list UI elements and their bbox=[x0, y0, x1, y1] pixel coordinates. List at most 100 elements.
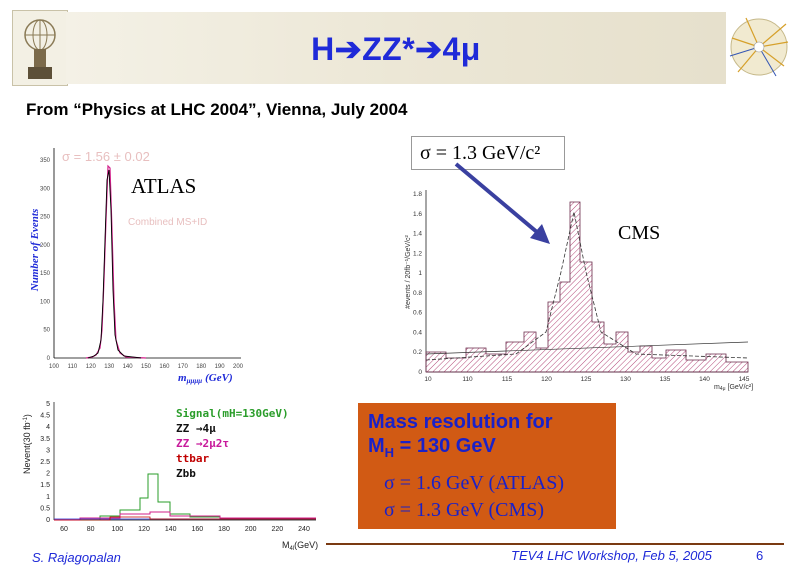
bottom-y-tick-label: 4 bbox=[46, 424, 50, 431]
cms-sigma-text: σ = 1.3 GeV/c² bbox=[420, 142, 541, 164]
cms-logo bbox=[728, 14, 790, 80]
bottom-x-tick-label: 140 bbox=[165, 526, 177, 533]
bottom-y-tick-label: 4.5 bbox=[40, 413, 50, 420]
atlas-x-tick-label: 190 bbox=[215, 364, 226, 370]
bottom-x-tick-label: 220 bbox=[271, 526, 283, 533]
atlas-y-axis-label: Number of Events bbox=[29, 209, 41, 293]
atlas-y-ticks: 0 50 100 150 200 250 300 350 bbox=[40, 158, 51, 362]
atlas-sigma-text: σ = 1.56 ± 0.02 bbox=[62, 149, 150, 164]
page-number: 6 bbox=[756, 548, 764, 563]
slide-title: H➔ZZ*➔4μ bbox=[311, 31, 481, 67]
atlas-x-tick-label: 170 bbox=[178, 364, 189, 370]
bottom-y-tick-label: 0.5 bbox=[40, 505, 50, 512]
cms-y-tick-label: 1.4 bbox=[413, 231, 422, 238]
atlas-y-tick-label: 50 bbox=[43, 328, 50, 334]
footer-conference: TEV4 LHC Workshop, Feb 5, 2005 bbox=[511, 548, 712, 563]
bottom-y-tick-label: 2.5 bbox=[40, 459, 50, 466]
cms-y-tick-label: 1.6 bbox=[413, 211, 422, 218]
legend-item-zz-4mu: ZZ →4μ bbox=[176, 422, 216, 435]
mass-resolution-cms: σ = 1.3 GeV (CMS) bbox=[384, 499, 545, 521]
bottom-y-axis-label: Nevent(30 fb-1) bbox=[22, 414, 32, 474]
cms-y-tick-label: 0.6 bbox=[413, 310, 422, 317]
cms-x-ticks: 10 110 115 120 125 130 135 140 145 bbox=[424, 376, 749, 383]
bottom-y-ticks: 0 0.5 1 1.5 2 2.5 3 3.5 4 4.5 5 bbox=[40, 401, 50, 524]
title-bar: H➔ZZ*➔4μ bbox=[66, 12, 726, 84]
atlas-label: ATLAS bbox=[131, 174, 197, 199]
atlas-x-tick-label: 180 bbox=[196, 364, 207, 370]
bottom-y-tick-label: 5 bbox=[46, 401, 50, 408]
cms-x-tick-label: 145 bbox=[739, 376, 750, 383]
atlas-x-tick-label: 120 bbox=[86, 364, 97, 370]
cms-histogram bbox=[425, 201, 749, 373]
bottom-y-tick-label: 3.5 bbox=[40, 436, 50, 443]
cms-x-tick-label: 10 bbox=[424, 376, 432, 383]
cms-pointer-arrow bbox=[454, 162, 550, 244]
cms-x-axis-label: m4μ [GeV/c²] bbox=[714, 384, 753, 392]
atlas-peak-curve bbox=[85, 164, 147, 359]
bottom-x-tick-label: 120 bbox=[138, 526, 150, 533]
cms-y-tick-label: 0.4 bbox=[413, 329, 422, 336]
cms-x-tick-label: 125 bbox=[581, 376, 592, 383]
cms-y-ticks: 0 0.2 0.4 0.6 0.8 1 1.2 1.4 1.6 1.8 bbox=[413, 191, 422, 376]
subtitle: From “Physics at LHC 2004”, Vienna, July… bbox=[26, 100, 408, 119]
legend-item-signal: Signal(mH=130GeV) bbox=[176, 407, 289, 420]
cms-y-tick-label: 1.8 bbox=[413, 191, 422, 198]
atlas-x-tick-label: 150 bbox=[141, 364, 152, 370]
bottom-x-axis-label: M4l(GeV) bbox=[282, 540, 318, 550]
atlas-y-tick-label: 100 bbox=[40, 299, 51, 305]
cms-x-tick-label: 115 bbox=[502, 376, 513, 383]
cms-y-tick-label: 0.2 bbox=[413, 349, 422, 356]
cms-x-tick-label: 120 bbox=[541, 376, 552, 383]
bottom-x-tick-label: 240 bbox=[298, 526, 310, 533]
bottom-legend: Signal(mH=130GeV) ZZ →4μ ZZ →2μ2τ ttbar … bbox=[176, 406, 289, 481]
cms-label: CMS bbox=[618, 222, 661, 245]
atlas-x-ticks: 100 110 120 130 140 150 160 170 180 190 200 bbox=[49, 364, 244, 370]
atlas-x-tick-label: 130 bbox=[104, 364, 115, 370]
atlas-x-tick-label: 160 bbox=[159, 364, 170, 370]
bottom-x-tick-label: 200 bbox=[245, 526, 257, 533]
legend-item-zz-2mu2tau: ZZ →2μ2τ bbox=[176, 437, 229, 450]
atlas-x-tick-label: 100 bbox=[49, 364, 60, 370]
bottom-x-tick-label: 100 bbox=[111, 526, 123, 533]
atlas-x-tick-label: 140 bbox=[123, 364, 134, 370]
mass-resolution-value: MH = 130 GeV bbox=[368, 435, 496, 460]
atlas-x-tick-label: 110 bbox=[68, 364, 78, 370]
cms-y-tick-label: 1 bbox=[418, 270, 422, 277]
footer-author: S. Rajagopalan bbox=[32, 550, 121, 565]
atlas-x-tick-label: 200 bbox=[233, 364, 244, 370]
bottom-y-tick-label: 0 bbox=[46, 517, 50, 524]
atlas-y-tick-label: 200 bbox=[40, 243, 51, 249]
bottom-mass-plot: Nevent(30 fb-1) 0 0.5 1 1.5 2 2.5 3 3.5 4 4.5 5 60… bbox=[20, 398, 320, 552]
bottom-x-ticks: 60 80 100 120 140 160 180 200 220 240 bbox=[60, 526, 310, 533]
bottom-x-tick-label: 180 bbox=[218, 526, 230, 533]
footer-divider bbox=[326, 543, 784, 545]
bottom-y-tick-label: 1.5 bbox=[40, 482, 50, 489]
cms-x-tick-label: 135 bbox=[660, 376, 671, 383]
bottom-y-tick-label: 3 bbox=[46, 447, 50, 454]
mass-resolution-box: Mass resolution for MH = 130 GeV σ = 1.6… bbox=[358, 403, 616, 529]
atlas-y-tick-label: 350 bbox=[40, 158, 51, 164]
legend-item-ttbar: ttbar bbox=[176, 452, 210, 465]
atlas-y-tick-label: 250 bbox=[40, 215, 51, 221]
cms-plot: #events / 20fb⁻¹/GeV/c² 0 0.2 0.4 0.6 0.8 1 1.… bbox=[396, 182, 786, 394]
cms-x-tick-label: 110 bbox=[462, 376, 473, 383]
atlas-logo bbox=[12, 10, 68, 86]
atlas-y-tick-label: 300 bbox=[40, 186, 51, 192]
atlas-x-axis-label: mμμμμ (GeV) bbox=[178, 372, 233, 385]
cms-y-tick-label: 0.8 bbox=[413, 290, 422, 297]
legend-item-zbb: Zbb bbox=[176, 467, 196, 480]
arrow-right-icon: ➔ bbox=[334, 31, 363, 67]
cms-y-tick-label: 1.2 bbox=[413, 250, 422, 257]
atlas-y-tick-label: 150 bbox=[40, 271, 51, 277]
svg-text:#events / 20fb⁻¹/GeV/c²: #events / 20fb⁻¹/GeV/c² bbox=[405, 234, 412, 308]
cms-y-tick-label: 0 bbox=[418, 369, 422, 376]
atlas-plot: Number of Events σ = 1.56 ± 0.02 Combine… bbox=[26, 140, 252, 385]
bottom-x-tick-label: 80 bbox=[87, 526, 95, 533]
cms-x-tick-label: 130 bbox=[620, 376, 631, 383]
bottom-x-tick-label: 60 bbox=[60, 526, 68, 533]
mass-resolution-heading: Mass resolution for bbox=[368, 411, 553, 433]
cms-sigma-box: σ = 1.3 GeV/c² bbox=[411, 136, 565, 170]
mass-resolution-atlas: σ = 1.6 GeV (ATLAS) bbox=[384, 472, 565, 494]
bottom-y-tick-label: 2 bbox=[46, 471, 50, 478]
bottom-y-tick-label: 1 bbox=[46, 494, 50, 501]
